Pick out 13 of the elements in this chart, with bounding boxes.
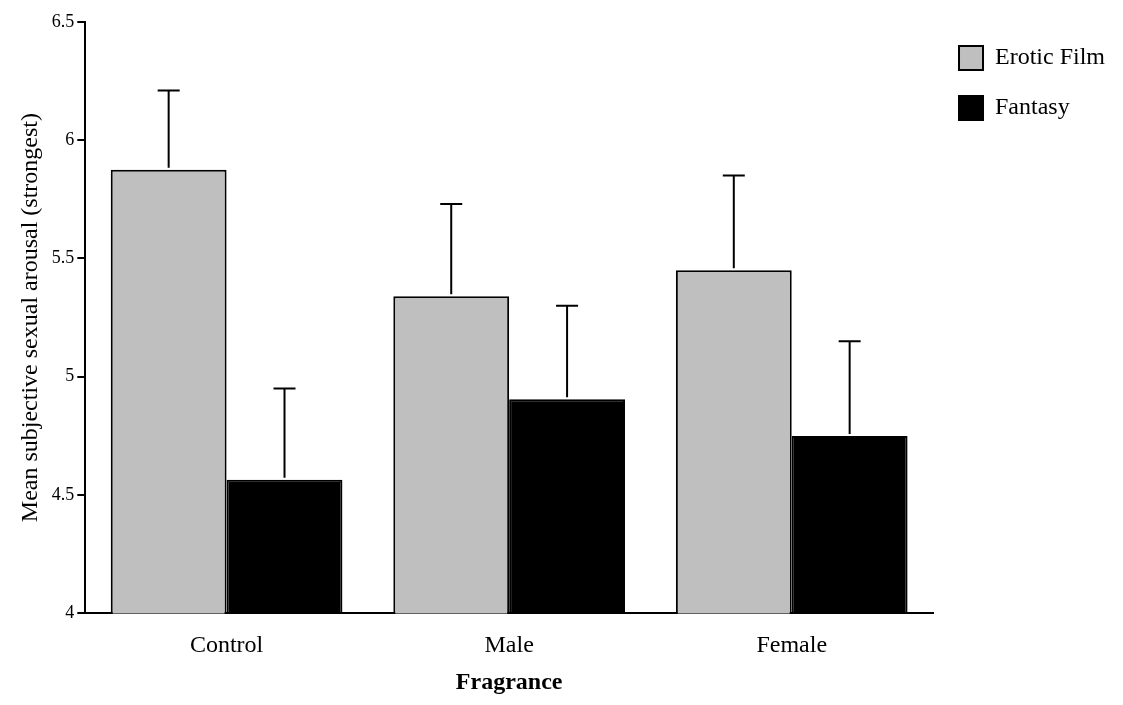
y-tick-label: 4.5 xyxy=(51,483,75,504)
y-tick-label: 6.5 xyxy=(51,10,75,31)
y-tick-label: 6 xyxy=(65,128,75,149)
legend-label: Erotic Film xyxy=(995,43,1106,70)
x-tick-label: Female xyxy=(756,631,828,658)
x-axis-title: Fragrance xyxy=(455,667,563,694)
y-tick-label: 4 xyxy=(65,602,75,623)
y-axis-title: Mean subjective sexual arousal (strongest) xyxy=(15,112,42,523)
x-tick-label: Male xyxy=(484,631,534,658)
x-tick-label: Control xyxy=(189,631,264,658)
legend-label: Fantasy xyxy=(995,93,1070,120)
y-tick-label: 5 xyxy=(65,365,75,386)
y-tick-label: 5.5 xyxy=(51,247,75,268)
